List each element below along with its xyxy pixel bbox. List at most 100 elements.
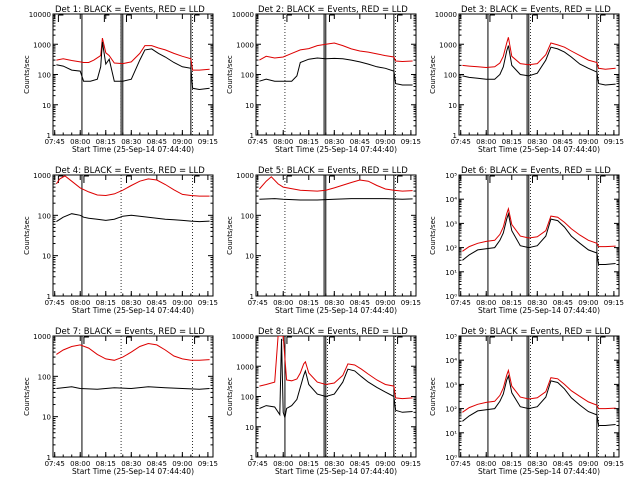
y-tick-label: 10000 — [232, 333, 254, 341]
panel-det-8: Det 8: BLACK = Events, RED = LLD 1 10 100 10… — [226, 327, 421, 476]
y-tick-label: 10000 — [29, 11, 51, 19]
series-events-line — [56, 41, 210, 91]
x-tick-label: 08:00 — [476, 460, 496, 468]
panel-title: Det 4: BLACK = Events, RED = LLD — [55, 166, 205, 176]
x-tick-label: 09:15 — [401, 299, 421, 307]
y-tick-label: 10⁴ — [445, 357, 457, 365]
interval-marker — [125, 175, 132, 183]
x-tick-label: 09:15 — [604, 299, 624, 307]
x-axis-label: Start Time (25-Sep-14 07:44:40) — [72, 306, 194, 315]
interval-marker — [397, 336, 403, 344]
interval-marker — [328, 175, 335, 183]
series-events-line — [259, 57, 413, 86]
interval-marker — [125, 14, 132, 22]
y-tick-label: 10⁴ — [445, 196, 457, 204]
x-tick-label: 07:45 — [45, 138, 65, 146]
x-axis-label: Start Time (25-Sep-14 07:44:40) — [478, 306, 600, 315]
series-lld-line — [259, 176, 413, 192]
y-tick-label: 1 — [250, 293, 254, 301]
plot-frame — [458, 174, 620, 297]
interval-marker — [286, 175, 292, 183]
x-axis-label: Start Time (25-Sep-14 07:44:40) — [72, 467, 194, 476]
x-axis-label: Start Time (25-Sep-14 07:44:40) — [275, 145, 397, 154]
y-tick-label: 1000 — [33, 41, 51, 49]
panel-det-2: Det 2: BLACK = Events, RED = LLD 1 10 100 10… — [226, 5, 421, 154]
y-axis-label: Counts/sec — [23, 55, 31, 94]
series-lld-line — [56, 37, 210, 71]
y-axis-label: Counts/sec — [226, 216, 234, 255]
interval-marker — [57, 14, 64, 22]
x-tick-label: 08:15 — [299, 299, 319, 307]
x-tick-label: 08:15 — [96, 299, 116, 307]
y-tick-label: 10³ — [445, 220, 457, 228]
interval-marker — [286, 336, 292, 344]
x-tick-label: 08:30 — [324, 299, 344, 307]
x-tick-label: 08:45 — [553, 299, 573, 307]
y-tick-label: 1 — [453, 132, 457, 140]
x-tick-label: 08:30 — [121, 138, 141, 146]
y-tick-label: 1 — [47, 293, 51, 301]
y-tick-label: 10 — [42, 253, 51, 261]
x-tick-label: 08:45 — [147, 460, 167, 468]
y-tick-label: 10² — [445, 406, 457, 414]
y-tick-label: 10 — [448, 102, 457, 110]
interval-marker — [83, 336, 89, 344]
panel-det-1: Det 1: BLACK = Events, RED = LLD 1 10 100 10… — [23, 5, 218, 154]
series-events-line — [259, 198, 413, 201]
interval-marker — [397, 14, 403, 22]
interval-marker — [125, 336, 132, 344]
x-tick-label: 08:45 — [147, 299, 167, 307]
panel-title: Det 9: BLACK = Events, RED = LLD — [461, 327, 611, 337]
series-events-line — [462, 45, 616, 86]
panel-det-6: Det 6: BLACK = Events, RED = LLD 10⁰ 10¹ 10… — [429, 166, 624, 315]
interval-marker — [194, 14, 200, 22]
x-tick-label: 07:45 — [248, 460, 268, 468]
x-tick-label: 08:30 — [324, 138, 344, 146]
y-axis-label: Counts/sec — [429, 216, 437, 255]
y-axis-label: Counts/sec — [429, 377, 437, 416]
x-tick-label: 08:45 — [553, 138, 573, 146]
x-axis-label: Start Time (25-Sep-14 07:44:40) — [478, 145, 600, 154]
x-tick-label: 08:15 — [299, 460, 319, 468]
x-tick-label: 08:15 — [502, 299, 522, 307]
x-tick-label: 09:00 — [172, 299, 192, 307]
x-tick-label: 07:45 — [45, 299, 65, 307]
x-tick-label: 08:00 — [273, 138, 293, 146]
panel-det-5: Det 5: BLACK = Events, RED = LLD 1 10 100 10… — [226, 166, 421, 315]
y-axis-label: Counts/sec — [23, 377, 31, 416]
x-tick-label: 08:30 — [121, 299, 141, 307]
x-tick-label: 09:15 — [401, 138, 421, 146]
interval-marker — [489, 175, 495, 183]
x-tick-label: 08:30 — [527, 299, 547, 307]
plot-frame — [255, 174, 417, 297]
y-tick-label: 1000 — [33, 333, 51, 341]
x-tick-label: 08:30 — [121, 460, 141, 468]
series-events-line — [56, 213, 210, 223]
x-tick-label: 09:00 — [375, 138, 395, 146]
series-lld-line — [462, 37, 616, 70]
interval-marker — [531, 336, 538, 344]
panel-det-3: Det 3: BLACK = Events, RED = LLD 1 10 100 10… — [429, 5, 624, 154]
x-tick-label: 07:45 — [248, 299, 268, 307]
x-tick-label: 08:30 — [527, 138, 547, 146]
x-tick-label: 08:15 — [299, 138, 319, 146]
y-axis-label: Counts/sec — [226, 377, 234, 416]
x-tick-label: 09:00 — [375, 460, 395, 468]
x-tick-label: 07:45 — [451, 299, 471, 307]
y-tick-label: 10 — [245, 253, 254, 261]
y-tick-label: 1000 — [236, 41, 254, 49]
y-tick-label: 10 — [42, 102, 51, 110]
panel-title: Det 6: BLACK = Events, RED = LLD — [461, 166, 611, 176]
x-tick-label: 08:15 — [502, 138, 522, 146]
x-tick-label: 09:00 — [172, 138, 192, 146]
series-lld-line — [56, 342, 210, 361]
panel-title: Det 5: BLACK = Events, RED = LLD — [258, 166, 408, 176]
y-axis-label: Counts/sec — [226, 55, 234, 94]
y-tick-label: 1000 — [236, 363, 254, 371]
y-tick-label: 10 — [42, 414, 51, 422]
x-axis-label: Start Time (25-Sep-14 07:44:40) — [275, 306, 397, 315]
panel-title: Det 7: BLACK = Events, RED = LLD — [55, 327, 205, 337]
y-tick-label: 10 — [245, 424, 254, 432]
y-tick-label: 10000 — [435, 11, 457, 19]
